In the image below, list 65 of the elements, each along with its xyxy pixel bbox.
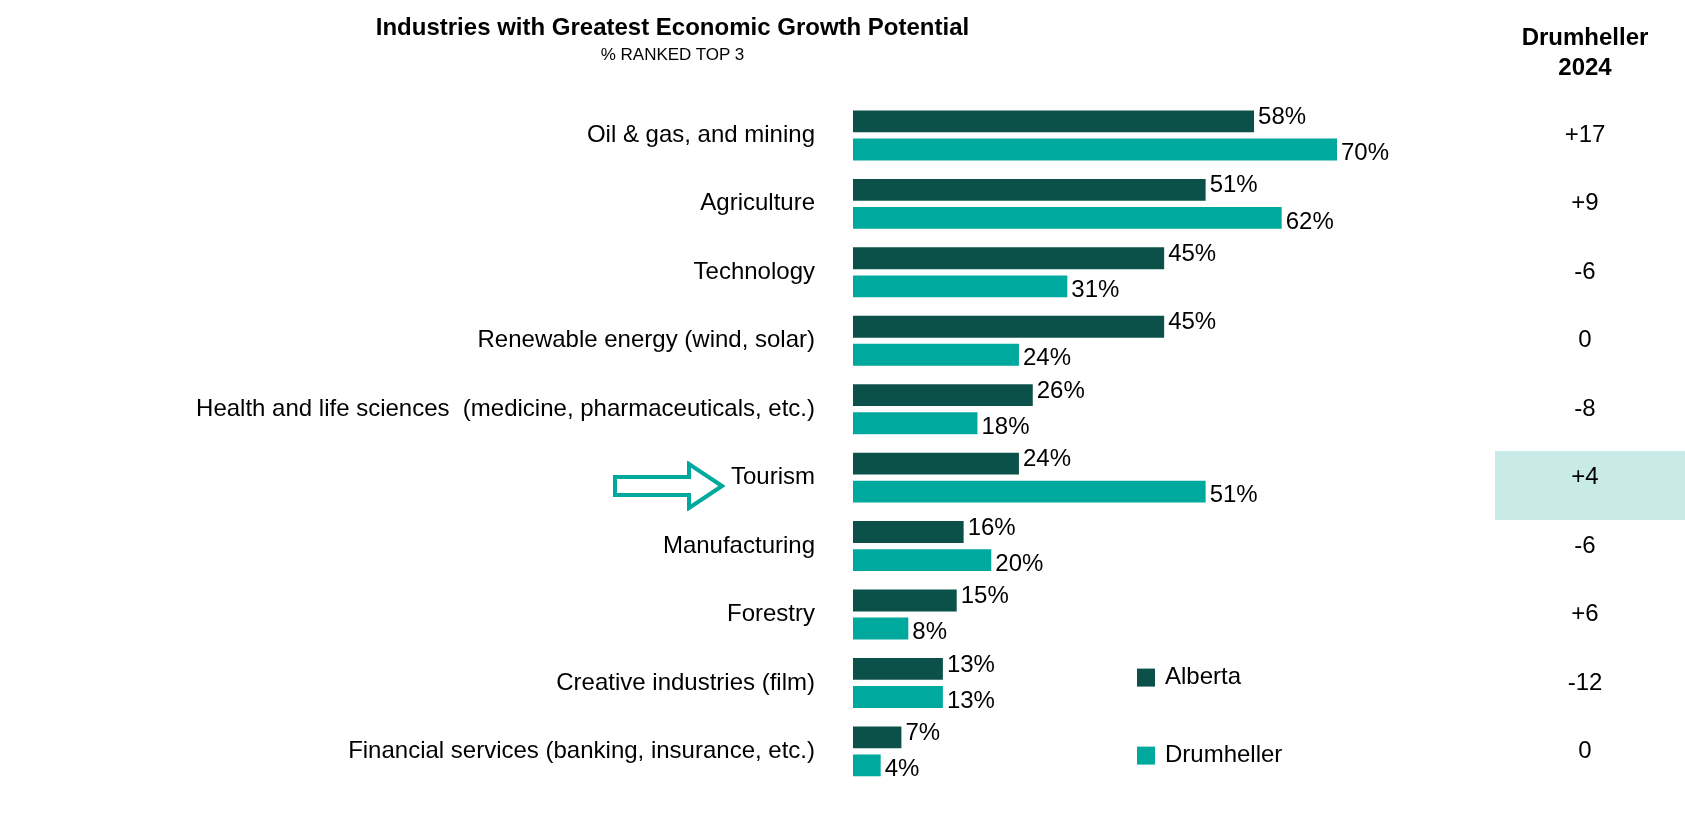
- text: -6: [1574, 256, 1596, 284]
- data-label: 26%: [1036, 375, 1085, 403]
- data-label: 16%: [967, 512, 1016, 540]
- y-tick-label: Tourism: [730, 462, 815, 490]
- text: -8: [1574, 393, 1596, 421]
- y-tick-label: Renewable energy (wind, solar): [477, 325, 815, 353]
- bar: [853, 686, 943, 708]
- bar: [853, 343, 1019, 366]
- data-label: 18%: [981, 411, 1030, 439]
- chart-title: Industries with Greatest Economic Growth Potential: [375, 13, 970, 41]
- bar: [853, 480, 1206, 503]
- text: -6: [1574, 530, 1596, 558]
- bar: [853, 617, 909, 640]
- data-label: 4%: [884, 754, 920, 782]
- data-label: 8%: [912, 617, 947, 645]
- y-tick-label: Agriculture: [700, 188, 815, 216]
- text: +17: [1564, 120, 1606, 148]
- bar: [853, 206, 1282, 229]
- data-label: 15%: [960, 581, 1009, 609]
- text: -12: [1567, 667, 1603, 695]
- bar: [853, 726, 902, 749]
- text: +4: [1571, 462, 1599, 490]
- bar: [853, 549, 992, 572]
- data-label: 13%: [946, 685, 995, 713]
- bar: [853, 138, 1337, 161]
- data-label: 51%: [1209, 170, 1258, 198]
- text: Drumheller 2024: [1521, 22, 1649, 80]
- text: % RANKED TOP 3: [600, 44, 745, 64]
- data-label: 70%: [1341, 138, 1390, 166]
- legend-label: Drumheller: [1165, 740, 1283, 768]
- bar: [853, 110, 1255, 133]
- bar: [853, 178, 1206, 201]
- data-label: 45%: [1168, 307, 1217, 335]
- text: +6: [1571, 599, 1599, 627]
- bar: [853, 275, 1068, 298]
- data-label: 20%: [995, 548, 1044, 576]
- y-tick-label: Health and life sciences (medicine, pharmaceuticals, etc.): [196, 393, 815, 421]
- text: 0: [1578, 736, 1592, 764]
- bar: [853, 657, 943, 680]
- bar: [853, 384, 1033, 407]
- bar: [853, 247, 1165, 270]
- bar: [853, 315, 1165, 338]
- data-label: 24%: [1022, 444, 1071, 472]
- data-label: 7%: [905, 717, 941, 745]
- y-tick-label: Creative industries (film): [556, 667, 815, 695]
- text: 0: [1578, 325, 1592, 353]
- bar: [853, 521, 964, 543]
- data-label: 62%: [1285, 206, 1334, 234]
- bar: [853, 452, 1019, 475]
- legend-label: Alberta: [1165, 662, 1242, 690]
- y-tick-label: Forestry: [726, 599, 815, 627]
- y-tick-label: Oil & gas, and mining: [586, 120, 815, 148]
- data-label: 13%: [946, 649, 995, 677]
- bar: [853, 412, 978, 435]
- bar: [853, 754, 881, 777]
- text: +9: [1571, 188, 1599, 216]
- data-label: 58%: [1258, 102, 1307, 130]
- y-tick-label: Financial services (banking, insurance, etc.): [348, 736, 815, 764]
- y-tick-label: Manufacturing: [662, 530, 815, 558]
- data-label: 45%: [1168, 238, 1217, 266]
- y-tick-label: Technology: [693, 256, 815, 284]
- bar: [853, 589, 957, 612]
- data-label: 51%: [1209, 480, 1258, 508]
- data-label: 24%: [1022, 343, 1071, 371]
- data-label: 31%: [1071, 274, 1120, 302]
